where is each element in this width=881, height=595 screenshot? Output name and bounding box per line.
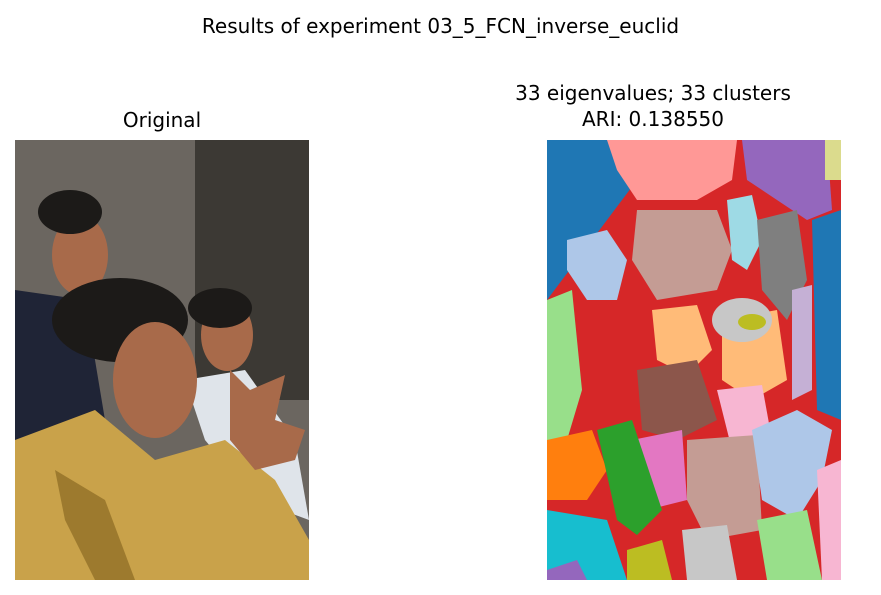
segment-top-olive — [825, 140, 841, 180]
segment-green — [597, 420, 662, 535]
segment-top-purple — [742, 140, 832, 220]
photo-woman2-hair — [188, 288, 252, 328]
segment-bottom-olive — [627, 540, 672, 580]
photo-man-hair — [38, 190, 102, 234]
segment-cyan-strip — [727, 195, 762, 270]
segment-bottom-pink — [817, 460, 841, 580]
segmentation-title-line2: ARI: 0.138550 — [581, 107, 724, 131]
segment-lavender — [792, 285, 812, 400]
segment-brown — [637, 360, 717, 440]
segment-peach-left — [652, 305, 712, 375]
original-image — [15, 140, 309, 580]
segment-top-pink — [607, 140, 737, 200]
segment-olive-dot — [738, 314, 766, 330]
segmentation-canvas — [547, 140, 841, 580]
figure-suptitle: Results of experiment 03_5_FCN_inverse_e… — [201, 14, 680, 38]
segment-center-tan — [632, 210, 732, 300]
segmentation-panel-title: 33 eigenvalues; 33 clusters ARI: 0.13855… — [437, 80, 869, 132]
original-image-canvas — [15, 140, 309, 580]
segment-bottom-purple — [547, 560, 587, 580]
segment-bottom-cyan — [547, 510, 627, 580]
segmentation-image — [547, 140, 841, 580]
photo-robe-fold — [55, 470, 135, 580]
segment-bottom-green — [757, 510, 822, 580]
segment-left-green — [547, 290, 582, 440]
segment-bottom-silver — [682, 525, 737, 580]
original-title-text: Original — [122, 108, 202, 132]
segmentation-title-line1: 33 eigenvalues; 33 clusters — [515, 81, 791, 105]
segment-face-lightblue — [567, 230, 627, 300]
photo-man-face — [52, 215, 108, 295]
original-panel-title: Original — [15, 107, 309, 133]
segment-orange — [547, 430, 607, 500]
photo-woman-face — [113, 322, 197, 438]
segment-rose-center — [687, 435, 762, 540]
photo-hand — [230, 370, 305, 470]
segment-right-blue — [812, 210, 841, 420]
segment-hand-lightblue — [752, 410, 832, 520]
